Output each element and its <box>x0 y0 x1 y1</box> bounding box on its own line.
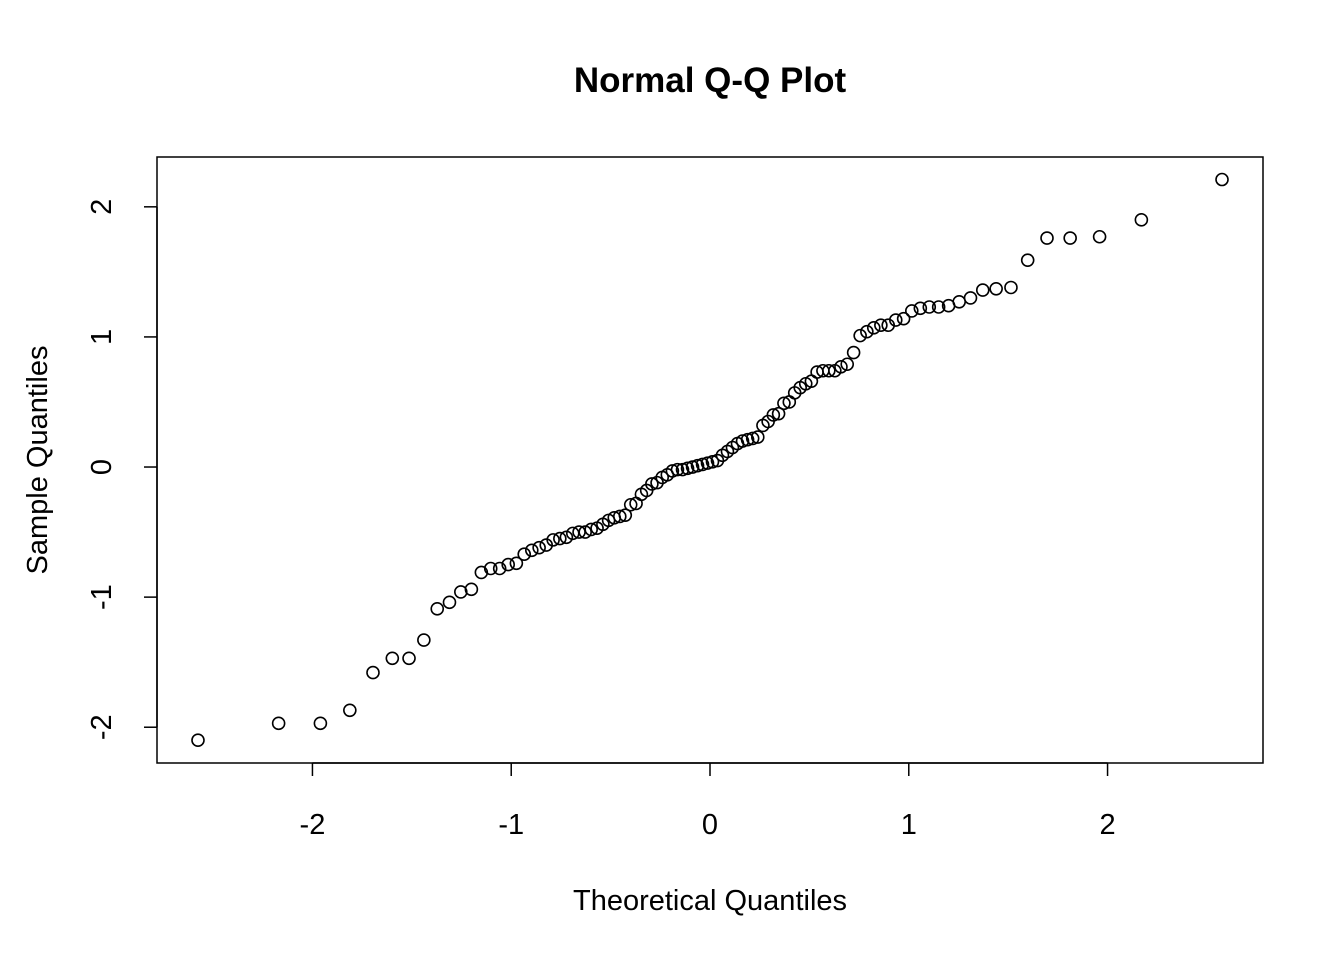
y-tick-label: -2 <box>86 714 118 740</box>
point <box>896 311 911 326</box>
point <box>750 430 765 444</box>
point <box>705 455 720 469</box>
point <box>860 324 874 339</box>
point <box>623 497 638 512</box>
point <box>191 733 205 748</box>
point <box>474 565 489 580</box>
point <box>271 716 286 731</box>
point <box>675 462 690 477</box>
point <box>532 540 546 555</box>
point <box>975 283 990 297</box>
point <box>846 345 861 360</box>
point <box>853 328 867 343</box>
x-tick-label: -1 <box>498 809 524 841</box>
point <box>385 651 400 666</box>
point <box>685 460 700 474</box>
point <box>904 304 919 318</box>
point <box>700 456 715 470</box>
x-tick-label: 1 <box>901 809 917 841</box>
point <box>888 313 903 327</box>
point <box>501 557 516 572</box>
point <box>740 432 755 447</box>
point <box>931 300 946 314</box>
point <box>366 665 380 680</box>
point <box>952 294 966 309</box>
point <box>665 464 680 478</box>
x-tick-label: 2 <box>1099 809 1115 841</box>
point <box>690 458 705 473</box>
plot-frame <box>156 156 1264 764</box>
point <box>822 363 836 378</box>
point <box>313 716 328 731</box>
point <box>402 651 416 666</box>
point <box>1004 280 1018 295</box>
point <box>524 543 539 558</box>
point <box>963 291 978 305</box>
point <box>546 533 560 547</box>
point <box>464 582 479 597</box>
point <box>584 522 598 537</box>
point <box>866 321 881 335</box>
point <box>618 508 633 522</box>
point <box>989 281 1003 296</box>
point <box>442 595 457 610</box>
point <box>840 357 855 372</box>
point <box>417 633 431 647</box>
point <box>670 462 685 477</box>
point <box>777 396 791 411</box>
y-tick-label: 2 <box>86 199 118 215</box>
point <box>745 431 760 446</box>
point <box>483 561 498 576</box>
point <box>913 301 928 316</box>
point <box>517 547 532 561</box>
point <box>430 602 445 616</box>
point <box>1063 231 1077 245</box>
x-tick-label: -2 <box>300 809 326 841</box>
x-tick-label: 0 <box>702 809 718 841</box>
point <box>343 703 357 718</box>
x-axis-label: Theoretical Quantiles <box>573 885 847 917</box>
point <box>492 561 507 576</box>
point <box>680 461 695 476</box>
chart-title: Normal Q-Q Plot <box>574 61 847 100</box>
point <box>553 531 567 546</box>
y-tick-label: -1 <box>86 584 118 610</box>
point <box>509 556 524 571</box>
point <box>735 434 750 448</box>
point <box>922 300 937 314</box>
point <box>1020 253 1035 267</box>
y-tick-label: 0 <box>86 459 118 475</box>
y-axis-label: Sample Quantiles <box>22 346 54 575</box>
point <box>612 509 627 524</box>
point <box>874 318 888 333</box>
y-tick-label: 1 <box>86 329 118 345</box>
point <box>766 408 781 422</box>
point <box>1092 229 1107 244</box>
point <box>695 457 710 472</box>
point <box>771 406 786 421</box>
point <box>1134 213 1149 227</box>
point <box>578 525 592 539</box>
point <box>1040 231 1054 245</box>
point <box>1215 172 1229 187</box>
point <box>834 360 848 374</box>
point <box>645 477 659 491</box>
